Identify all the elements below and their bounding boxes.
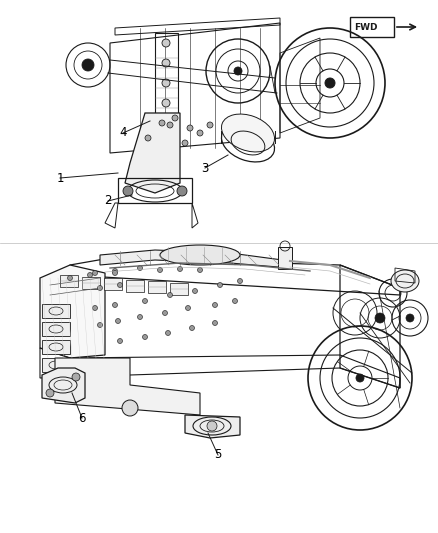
Circle shape [88,272,92,278]
Bar [170,282,188,295]
Polygon shape [185,415,240,438]
Bar [82,277,100,288]
Circle shape [325,78,335,88]
Circle shape [406,314,414,322]
Circle shape [207,122,213,128]
Text: FWD: FWD [354,22,378,31]
Bar [42,340,70,354]
Circle shape [212,303,218,308]
Ellipse shape [160,245,240,265]
Circle shape [116,319,120,324]
Bar [104,278,122,290]
Circle shape [237,279,243,284]
Text: 4: 4 [119,126,127,140]
Circle shape [138,265,142,271]
Circle shape [233,298,237,303]
Circle shape [167,293,173,297]
Text: 2: 2 [104,195,112,207]
Text: 3: 3 [201,161,208,174]
Polygon shape [100,250,290,268]
Circle shape [46,389,54,397]
Circle shape [162,311,167,316]
Circle shape [207,421,217,431]
Circle shape [218,282,223,287]
Circle shape [145,135,151,141]
Bar [148,281,166,293]
Circle shape [113,303,117,308]
Circle shape [92,271,98,276]
Circle shape [72,373,80,381]
Circle shape [356,374,364,382]
Circle shape [198,268,202,272]
Circle shape [138,314,142,319]
Circle shape [177,266,183,271]
Circle shape [67,276,73,280]
Circle shape [123,186,133,196]
Circle shape [142,298,148,303]
Circle shape [98,286,102,290]
Circle shape [117,338,123,343]
Ellipse shape [391,270,419,292]
Circle shape [82,59,94,71]
Bar [126,279,144,292]
Polygon shape [42,368,85,403]
Bar [278,247,292,269]
Circle shape [162,79,170,87]
Circle shape [122,400,138,416]
Circle shape [159,120,165,126]
Circle shape [162,59,170,67]
Text: 1: 1 [56,172,64,184]
Circle shape [190,326,194,330]
Polygon shape [55,358,200,415]
Circle shape [162,39,170,47]
Circle shape [117,282,123,287]
Circle shape [166,330,170,335]
Circle shape [177,186,187,196]
Bar [42,322,70,336]
Circle shape [197,130,203,136]
Circle shape [212,320,218,326]
Circle shape [167,122,173,128]
Circle shape [172,115,178,121]
Circle shape [158,268,162,272]
Circle shape [113,271,117,276]
Polygon shape [125,113,180,193]
Polygon shape [40,265,105,358]
Circle shape [187,125,193,131]
Circle shape [98,322,102,327]
Ellipse shape [222,114,275,152]
Bar [42,304,70,318]
Bar [350,17,394,37]
Circle shape [142,335,148,340]
Circle shape [234,67,242,75]
Circle shape [186,305,191,311]
Circle shape [192,288,198,294]
Circle shape [92,305,98,311]
Text: 6: 6 [78,411,86,424]
Bar [60,275,78,287]
Bar [42,358,70,372]
Circle shape [162,99,170,107]
Circle shape [182,140,188,146]
Text: 5: 5 [214,448,222,462]
Circle shape [113,269,117,273]
Circle shape [375,313,385,323]
